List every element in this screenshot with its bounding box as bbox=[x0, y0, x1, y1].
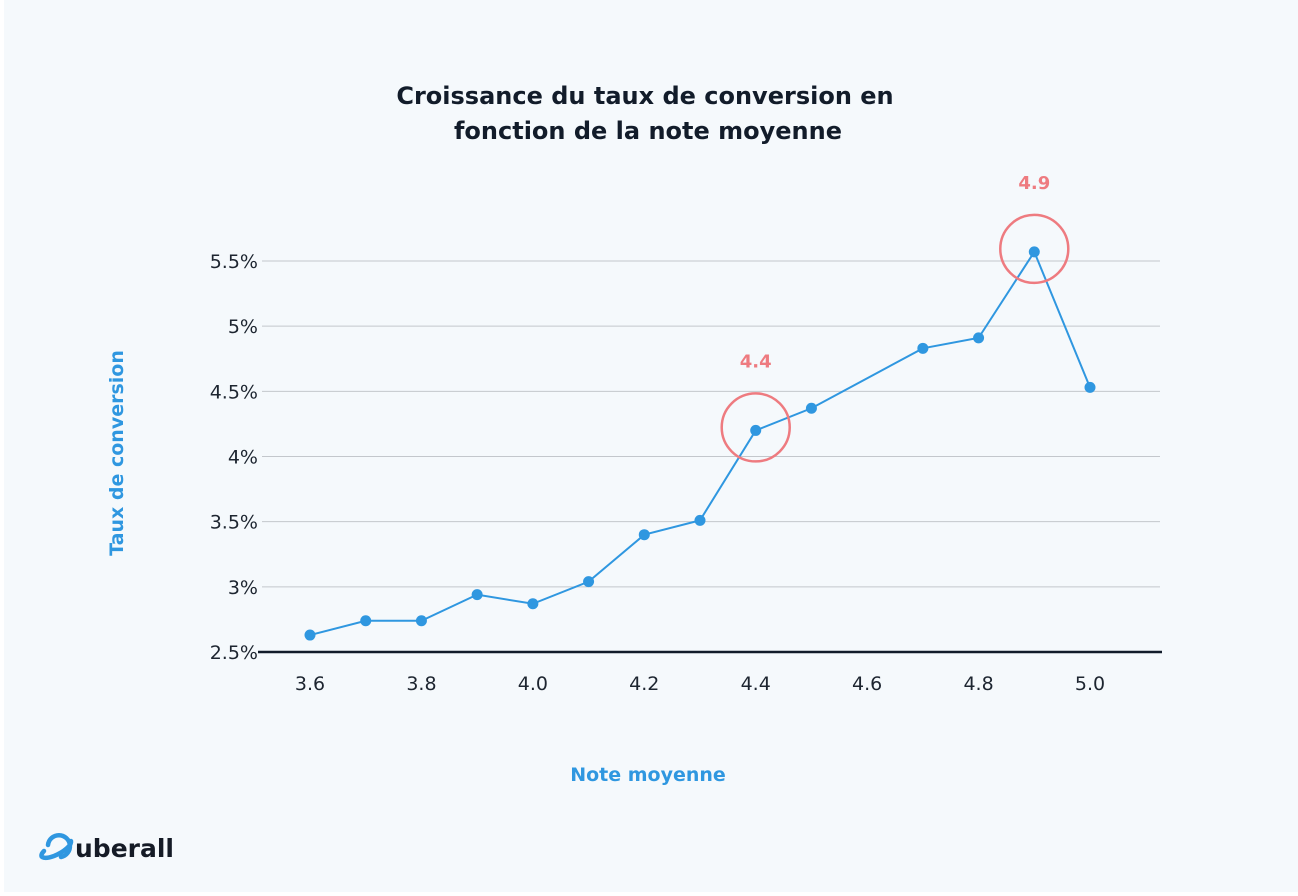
x-tick-label: 3.8 bbox=[406, 673, 436, 695]
chart-title-line-1: Croissance du taux de conversion en bbox=[396, 82, 893, 110]
y-tick-label: 2.5% bbox=[210, 642, 258, 664]
data-point bbox=[360, 615, 372, 627]
data-point bbox=[304, 629, 316, 641]
data-point bbox=[694, 514, 706, 526]
data-point bbox=[415, 615, 427, 627]
data-point bbox=[917, 342, 929, 354]
highlight-circle bbox=[720, 392, 791, 463]
data-point bbox=[805, 402, 817, 414]
line-chart: Croissance du taux de conversion en fonc… bbox=[39, 82, 1162, 863]
y-tick-label: 4% bbox=[228, 447, 258, 469]
y-tick-label: 5% bbox=[228, 316, 258, 338]
x-axis-label: Note moyenne bbox=[570, 764, 726, 786]
uberall-logo: uberall bbox=[39, 832, 174, 863]
y-tick-label: 4.5% bbox=[210, 381, 258, 403]
data-point bbox=[750, 424, 762, 436]
data-point bbox=[1084, 381, 1096, 393]
annotation-label: 4.4 bbox=[740, 351, 772, 372]
planet-icon bbox=[39, 832, 74, 861]
data-point bbox=[527, 598, 539, 610]
y-tick-label: 3% bbox=[228, 577, 258, 599]
svg-text:uberall: uberall bbox=[75, 834, 174, 863]
chart-title-line-2: fonction de la note moyenne bbox=[454, 117, 842, 145]
x-tick-label: 4.6 bbox=[852, 673, 882, 695]
data-point bbox=[471, 589, 483, 601]
data-point bbox=[638, 529, 650, 541]
annotation-label: 4.9 bbox=[1018, 173, 1050, 194]
x-tick-label: 4.2 bbox=[629, 673, 659, 695]
data-point bbox=[583, 576, 595, 588]
x-tick-label: 4.4 bbox=[741, 673, 771, 695]
x-tick-label: 4.0 bbox=[518, 673, 548, 695]
data-point bbox=[1028, 246, 1040, 258]
series-line bbox=[309, 249, 1091, 637]
x-tick-label: 4.8 bbox=[963, 673, 993, 695]
y-tick-label: 3.5% bbox=[210, 512, 258, 534]
data-point bbox=[973, 332, 985, 344]
y-tick-label: 5.5% bbox=[210, 251, 258, 273]
x-tick-label: 3.6 bbox=[295, 673, 325, 695]
highlight-circle bbox=[999, 213, 1070, 285]
y-axis-label: Taux de conversion bbox=[106, 350, 128, 556]
x-tick-label: 5.0 bbox=[1075, 673, 1105, 695]
chart-frame: Croissance du taux de conversion en fonc… bbox=[4, 0, 1298, 892]
